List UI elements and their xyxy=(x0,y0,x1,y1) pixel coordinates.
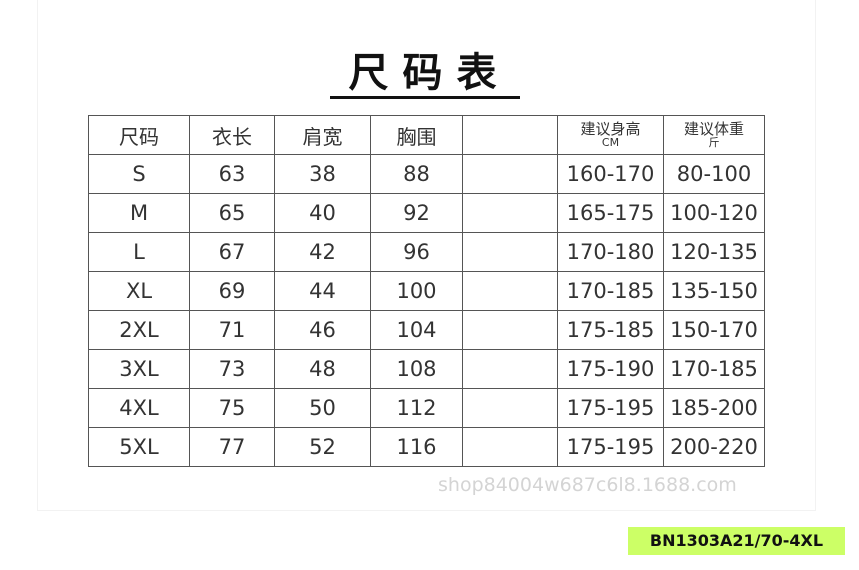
blank-cell xyxy=(462,232,558,272)
cell: 80-100 xyxy=(663,154,765,194)
cell: 2XL xyxy=(88,310,190,350)
cell: 175-190 xyxy=(557,349,664,389)
cell: 63 xyxy=(189,154,275,194)
cell: 170-180 xyxy=(557,232,664,272)
header-unit: 斤 xyxy=(708,136,720,149)
product-code: BN1303A21/70-4XL xyxy=(628,527,845,555)
blank-cell xyxy=(462,115,558,155)
cell: 175-195 xyxy=(557,427,664,467)
cell: 170-185 xyxy=(663,349,765,389)
cell: 170-185 xyxy=(557,271,664,311)
cell: 165-175 xyxy=(557,193,664,233)
cell: 3XL xyxy=(88,349,190,389)
cell: 135-150 xyxy=(663,271,765,311)
cell: 48 xyxy=(274,349,371,389)
cell: 69 xyxy=(189,271,275,311)
header-label: 肩宽 xyxy=(302,124,343,149)
size-row: 3XL 73 48 108 175-190 170-185 xyxy=(88,349,765,389)
header-row: 尺码 衣长 肩宽 胸围 建议身高 CM 建议体重斤 xyxy=(88,115,765,155)
cell: S xyxy=(88,154,190,194)
cell: 46 xyxy=(274,310,371,350)
cell: 42 xyxy=(274,232,371,272)
blank-cell xyxy=(462,349,558,389)
cell: 75 xyxy=(189,388,275,428)
cell: 40 xyxy=(274,193,371,233)
cell: 185-200 xyxy=(663,388,765,428)
header-label: 衣长 xyxy=(212,124,252,149)
title-underline xyxy=(330,96,520,99)
cell: 120-135 xyxy=(663,232,765,272)
cell: 71 xyxy=(189,310,275,350)
cell: 65 xyxy=(189,193,275,233)
cell: 44 xyxy=(274,271,371,311)
size-row: 2XL 71 46 104 175-185 150-170 xyxy=(88,310,765,350)
header-label: 尺码 xyxy=(119,124,159,149)
blank-cell xyxy=(462,271,558,311)
header-cell: 建议体重斤 xyxy=(663,115,765,155)
header-cell: 尺码 xyxy=(88,115,190,155)
cell: 92 xyxy=(370,193,463,233)
blank-cell xyxy=(462,193,558,233)
cell: 175-195 xyxy=(557,388,664,428)
cell: 175-185 xyxy=(557,310,664,350)
header-label: 建议体重 xyxy=(683,120,744,138)
blank-cell xyxy=(462,310,558,350)
cell: 112 xyxy=(370,388,463,428)
size-row: S 63 38 88 160-170 80-100 xyxy=(88,154,765,194)
size-row: L 67 42 96 170-180 120-135 xyxy=(88,232,765,272)
size-row: 4XL 75 50 112 175-195 185-200 xyxy=(88,388,765,428)
blank-cell xyxy=(462,427,558,467)
cell: 160-170 xyxy=(557,154,664,194)
cell: 52 xyxy=(274,427,371,467)
header-cell: 衣长 xyxy=(189,115,275,155)
cell: 104 xyxy=(370,310,463,350)
cell: 77 xyxy=(189,427,275,467)
cell: 100-120 xyxy=(663,193,765,233)
cell: XL xyxy=(88,271,190,311)
cell: 150-170 xyxy=(663,310,765,350)
cell: 108 xyxy=(370,349,463,389)
cell: L xyxy=(88,232,190,272)
header-cell: 建议身高 CM xyxy=(557,115,664,155)
cell: 67 xyxy=(189,232,275,272)
title: 尺码表 xyxy=(348,50,511,96)
header-label: 胸围 xyxy=(396,124,437,149)
cell: 73 xyxy=(189,349,275,389)
header-label: 建议身高 xyxy=(580,120,641,138)
cell: 100 xyxy=(370,271,463,311)
blank-cell xyxy=(462,388,558,428)
cell: 200-220 xyxy=(663,427,765,467)
cell: 38 xyxy=(274,154,371,194)
cell: 50 xyxy=(274,388,371,428)
cell: M xyxy=(88,193,190,233)
cell: 5XL xyxy=(88,427,190,467)
header-unit: CM xyxy=(601,136,620,149)
size-row: XL 69 44 100 170-185 135-150 xyxy=(88,271,765,311)
header-cell: 肩宽 xyxy=(274,115,371,155)
cell: 96 xyxy=(370,232,463,272)
size-row: M 65 40 92 165-175 100-120 xyxy=(88,193,765,233)
size-row: 5XL 77 52 116 175-195 200-220 xyxy=(88,427,765,467)
cell: 4XL xyxy=(88,388,190,428)
size-table: 尺码 衣长 肩宽 胸围 建议身高 CM 建议体重斤 S 63 38 88 160-170 80-100 M… xyxy=(88,115,765,467)
watermark: shop84004w687c6l8.1688.com xyxy=(438,474,737,496)
header-cell: 胸围 xyxy=(370,115,463,155)
cell: 88 xyxy=(370,154,463,194)
blank-cell xyxy=(462,154,558,194)
cell: 116 xyxy=(370,427,463,467)
